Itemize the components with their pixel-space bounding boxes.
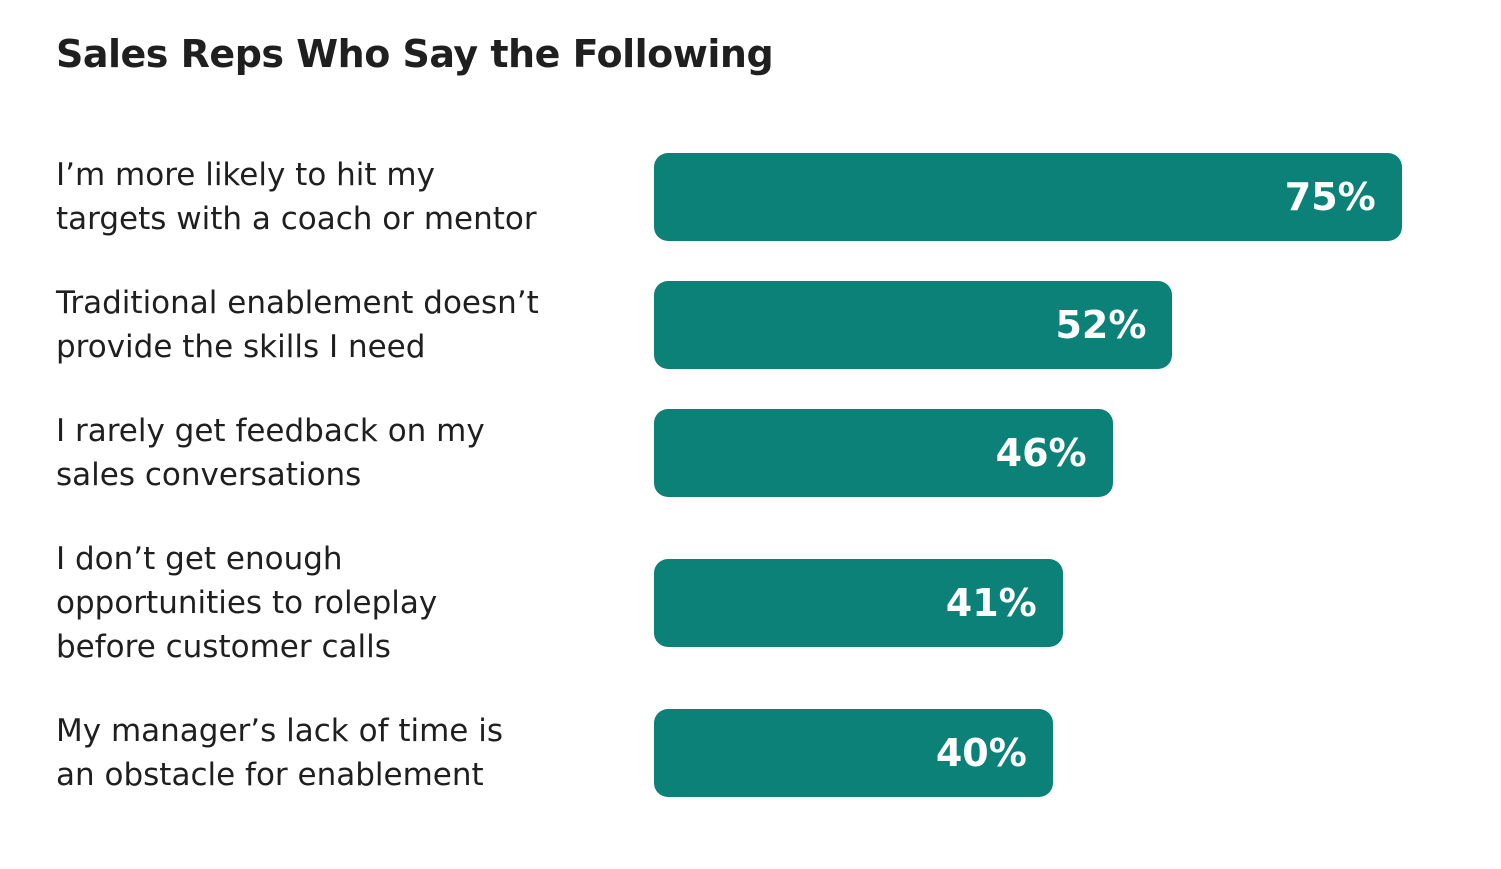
bar-row: My manager’s lack of time is an obstacle… (56, 709, 1402, 797)
bar-rows: I’m more likely to hit my targets with a… (56, 153, 1402, 797)
bar: 41% (654, 559, 1063, 647)
bar: 40% (654, 709, 1053, 797)
bar-row: I rarely get feedback on my sales conver… (56, 409, 1402, 497)
category-label: I’m more likely to hit my targets with a… (56, 157, 537, 237)
category-label: Traditional enablement doesn’t provide t… (56, 285, 539, 365)
bar: 46% (654, 409, 1113, 497)
bar-row: I’m more likely to hit my targets with a… (56, 153, 1402, 241)
value-label: 46% (995, 431, 1087, 475)
bar: 52% (654, 281, 1173, 369)
chart-title: Sales Reps Who Say the Following (56, 32, 774, 76)
category-label: I don’t get enough opportunities to role… (56, 541, 438, 665)
value-label: 75% (1284, 175, 1376, 219)
bar: 75% (654, 153, 1402, 241)
bar-row: I don’t get enough opportunities to role… (56, 537, 1402, 669)
value-label: 41% (945, 581, 1037, 625)
category-label: My manager’s lack of time is an obstacle… (56, 713, 503, 793)
value-label: 40% (935, 731, 1027, 775)
bar-row: Traditional enablement doesn’t provide t… (56, 281, 1402, 369)
value-label: 52% (1055, 303, 1147, 347)
category-label: I rarely get feedback on my sales conver… (56, 413, 485, 493)
